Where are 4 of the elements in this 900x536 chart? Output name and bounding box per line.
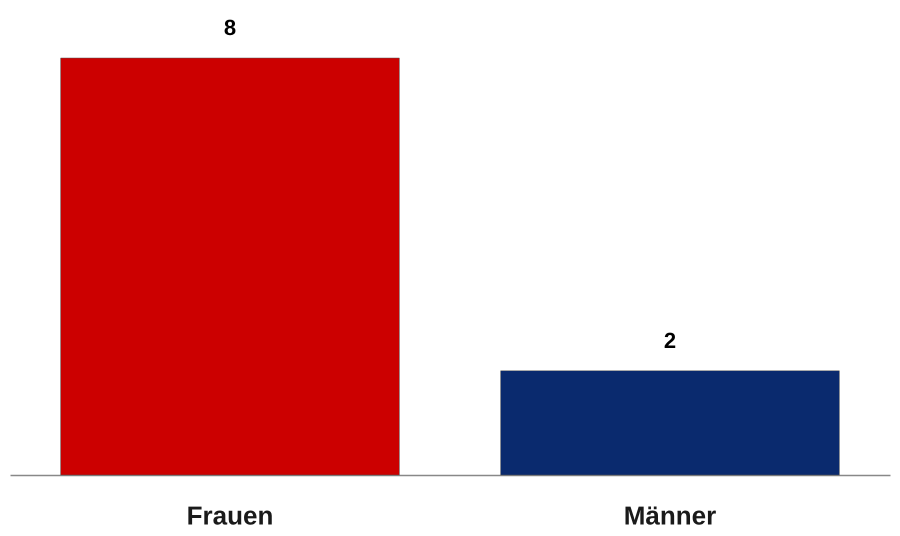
data-label: 2 xyxy=(664,328,676,353)
data-label: 8 xyxy=(224,15,236,40)
x-tick-label: Männer xyxy=(624,500,716,530)
x-tick-label: Frauen xyxy=(186,500,274,530)
